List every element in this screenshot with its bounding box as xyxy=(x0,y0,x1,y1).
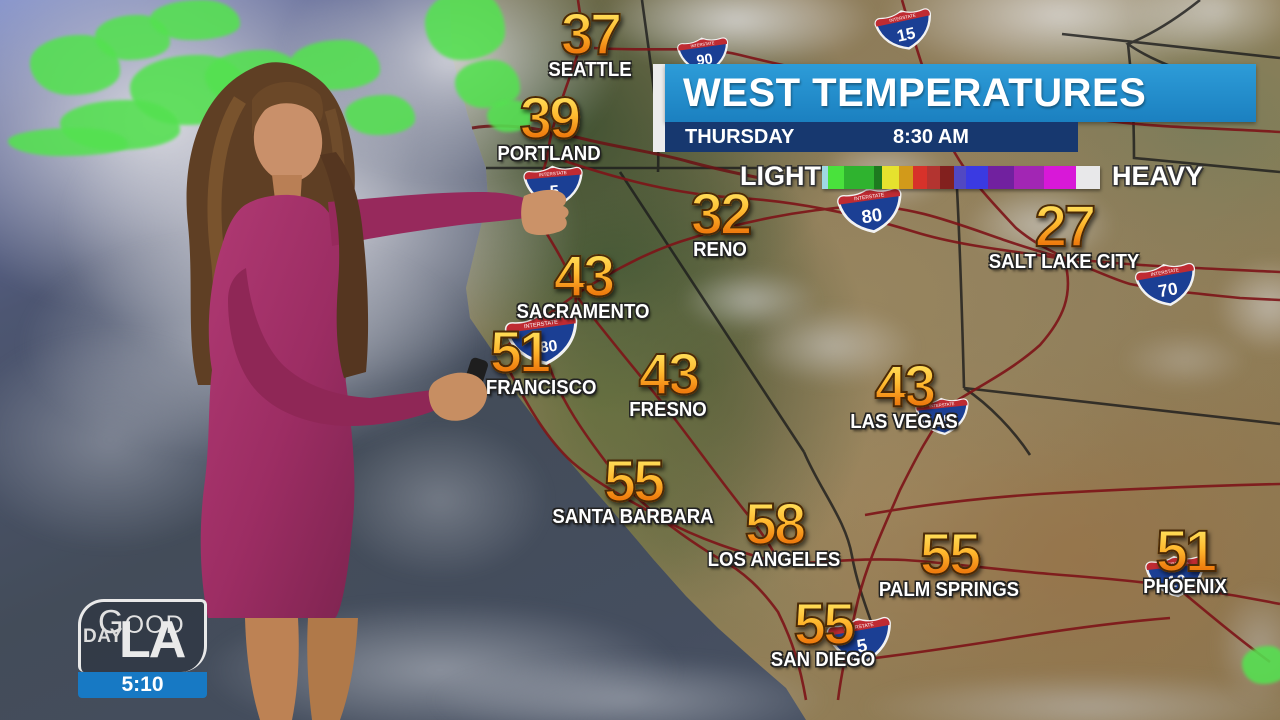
legend-color-segment xyxy=(844,166,874,189)
page-title: WEST TEMPERATURES xyxy=(683,70,1147,115)
city-name: SANTA BARBARA xyxy=(552,506,714,529)
svg-text:5: 5 xyxy=(855,634,869,656)
legend-color-segment xyxy=(1044,166,1076,189)
legend-color-segment xyxy=(1076,166,1100,189)
city-name: SAN DIEGO xyxy=(770,649,876,672)
city-temperature: 32 RENO xyxy=(690,182,753,262)
city-name: PHOENIX xyxy=(1143,576,1227,599)
city-name: LAS VEGAS xyxy=(850,411,958,434)
header-banner: WEST TEMPERATURES xyxy=(665,64,1256,122)
temperature-value: 43 xyxy=(846,356,962,416)
legend-color-segment xyxy=(1014,166,1044,189)
interstate-shield-15: INTERSTATE 15 xyxy=(914,393,972,438)
svg-text:10: 10 xyxy=(1166,571,1187,592)
svg-text:INTERSTATE: INTERSTATE xyxy=(843,622,875,633)
legend-color-segment xyxy=(828,166,844,189)
station-logo-la: LA xyxy=(119,611,186,669)
forecast-day: THURSDAY xyxy=(685,125,795,148)
legend-color-scale xyxy=(822,166,1100,189)
presenter-right-leg xyxy=(307,618,358,720)
svg-text:15: 15 xyxy=(934,412,953,431)
city-temperature: 58 LOS ANGELES xyxy=(703,494,846,572)
city-temperature: 51 PHOENIX xyxy=(1140,521,1230,599)
temperature-value: 55 xyxy=(874,524,1025,584)
temperature-value: 55 xyxy=(546,451,719,511)
city-temperature: 27 SALT LAKE CITY xyxy=(983,196,1145,274)
interstate-shield-5: INTERSTATE5 xyxy=(824,611,897,670)
city-name: PALM SPRINGS xyxy=(878,579,1020,602)
legend-heavy-label: HEAVY xyxy=(1112,161,1204,191)
city-temperature: 43 LAS VEGAS xyxy=(846,356,962,434)
interstate-shield-10: INTERSTATE 10 xyxy=(1144,551,1208,601)
city-temperature: 43 FRESNO xyxy=(626,344,709,422)
legend-color-segment xyxy=(954,166,966,189)
header-accent-bar xyxy=(653,64,665,152)
interstate-shield-70: INTERSTATE 70 xyxy=(1133,257,1202,312)
legend-color-segment xyxy=(927,166,940,189)
temperature-value: 55 xyxy=(767,594,879,654)
remote-hand xyxy=(428,372,488,421)
temperature-value: 58 xyxy=(703,494,846,554)
temperature-value: 51 xyxy=(1140,521,1230,581)
svg-text:INTERSTATE: INTERSTATE xyxy=(929,401,955,409)
legend-color-segment xyxy=(966,166,988,189)
station-logo-good: GOOD xyxy=(98,603,185,640)
current-time: 5:10 xyxy=(121,673,164,696)
city-temperature: 55 SANTA BARBARA xyxy=(546,451,719,529)
city-name: LOS ANGELES xyxy=(707,549,841,572)
presenter-left-leg xyxy=(245,618,299,720)
legend-color-segment xyxy=(882,166,899,189)
svg-text:INTERSTATE: INTERSTATE xyxy=(1150,267,1179,277)
temperature-value: 27 xyxy=(983,196,1145,256)
svg-text:INTERSTATE: INTERSTATE xyxy=(1161,560,1189,568)
legend-color-segment xyxy=(940,166,954,189)
pointing-hand xyxy=(521,189,569,235)
temperature-value: 32 xyxy=(690,182,753,247)
header-subbar: THURSDAY 8:30 AM xyxy=(665,122,1078,152)
station-logo-day: DAY xyxy=(83,626,123,647)
clock-bar: 5:10 xyxy=(78,672,207,698)
forecast-time: 8:30 AM xyxy=(893,125,969,148)
legend-color-segment xyxy=(913,166,927,189)
legend-color-segment xyxy=(874,166,882,189)
legend-color-segment xyxy=(988,166,1014,189)
precipitation-legend: LIGHT HEAVY xyxy=(660,160,1260,194)
svg-text:70: 70 xyxy=(1157,278,1180,301)
legend-light-label: LIGHT xyxy=(740,161,821,191)
city-temperature: 55 SAN DIEGO xyxy=(767,594,879,672)
temperature-value: 43 xyxy=(626,344,709,404)
city-temperature: 55 PALM SPRINGS xyxy=(874,524,1025,602)
station-logo: GOOD DAY LA xyxy=(78,599,207,672)
legend-color-segment xyxy=(899,166,913,189)
city-name: FRESNO xyxy=(629,399,707,422)
city-name: SALT LAKE CITY xyxy=(988,251,1140,274)
city-name: RENO xyxy=(693,239,747,262)
